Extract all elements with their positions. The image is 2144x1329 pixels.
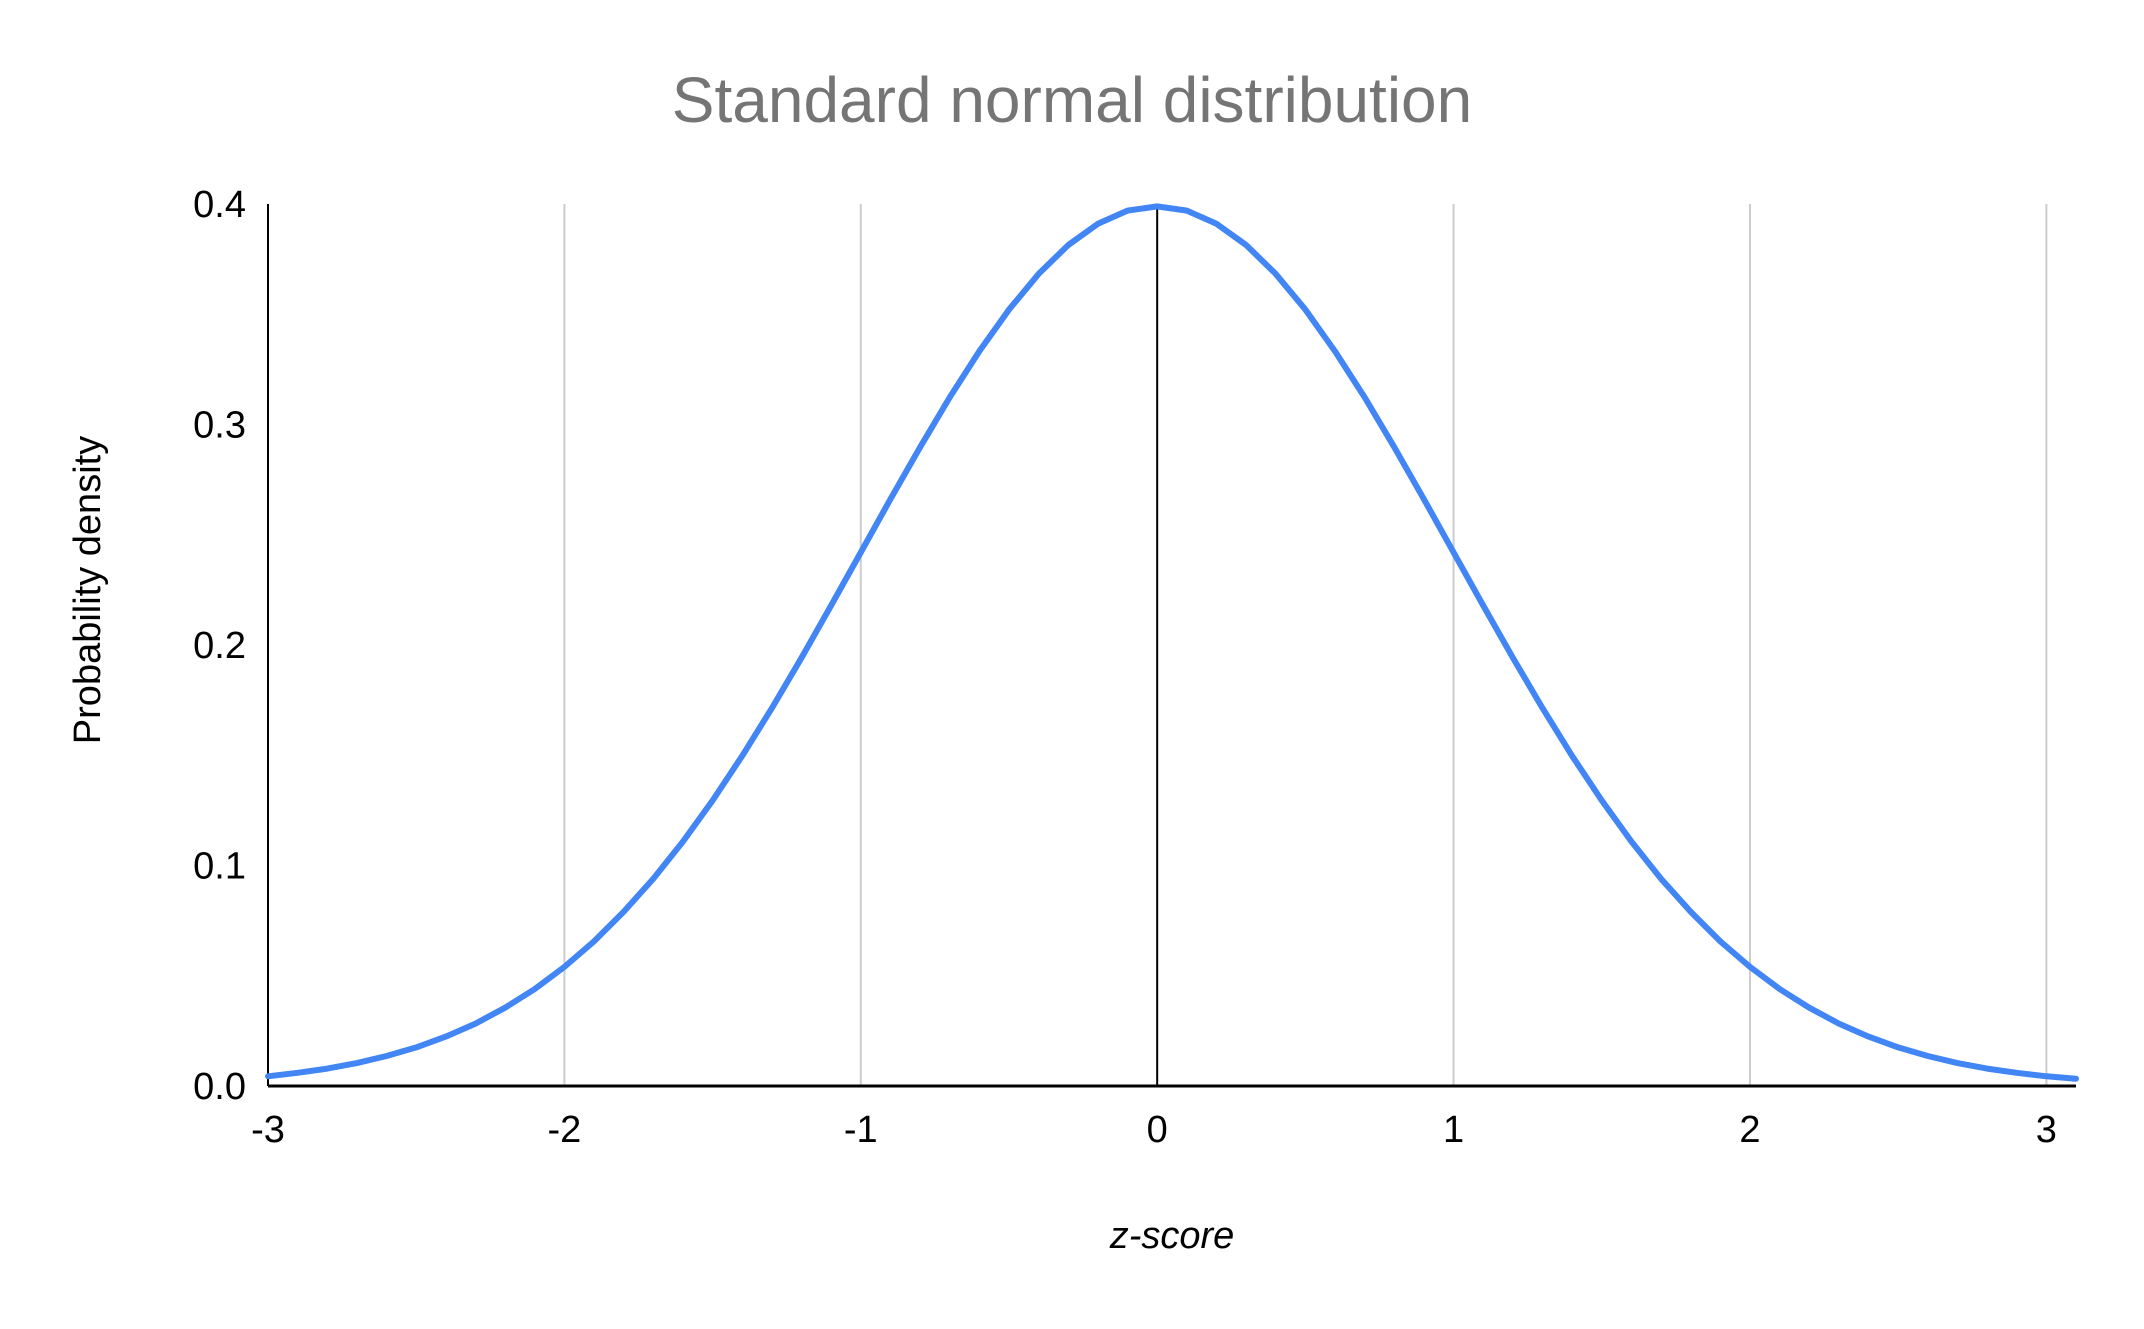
x-axis-title: z-score	[1109, 1215, 1235, 1257]
axis-layer	[267, 204, 2076, 1088]
x-tick-label: 2	[1739, 1109, 1760, 1151]
chart-title: Standard normal distribution	[672, 64, 1472, 136]
x-tick-label: -2	[547, 1109, 581, 1151]
x-tick-label: 3	[2036, 1109, 2057, 1151]
series-layer	[265, 203, 2079, 1082]
tick-layer: -3 -2 -1 0 1 2 3 0.0 0.1 0.2 0.3 0.4	[193, 184, 2057, 1151]
y-tick-label: 0.3	[193, 405, 246, 447]
x-tick-label: -3	[251, 1109, 285, 1151]
y-axis-title: Probability density	[67, 436, 109, 744]
y-tick-label: 0.4	[193, 184, 246, 226]
grid-layer	[563, 204, 2048, 1086]
y-tick-label: 0.1	[193, 846, 246, 888]
y-tick-label: 0.0	[193, 1066, 246, 1108]
x-tick-label: 0	[1147, 1109, 1168, 1151]
series-line	[265, 203, 2079, 1082]
x-tick-label: -1	[844, 1109, 878, 1151]
y-tick-label: 0.2	[193, 625, 246, 667]
x-tick-label: 1	[1443, 1109, 1464, 1151]
